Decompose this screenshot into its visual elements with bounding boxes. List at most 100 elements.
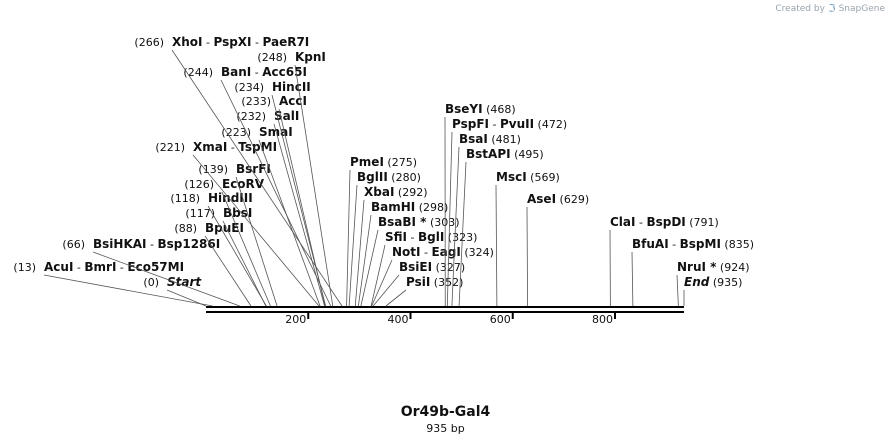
site-position: (139) (198, 163, 228, 176)
site-label: NruI * (924) (677, 260, 750, 274)
enzyme-site-xbai[interactable]: XbaI (292) (354, 185, 427, 307)
site-position: (126) (184, 178, 214, 191)
enzyme-site-smai[interactable]: SmaI(223) (221, 125, 321, 307)
enzyme-site-kpni[interactable]: KpnI (248) (257, 50, 334, 307)
site-label: SfiI - BglI (323) (385, 230, 477, 244)
site-connector-line (92, 251, 240, 307)
site-label: BsiEI (327) (399, 260, 465, 274)
site-label: BsrFI (236, 162, 271, 176)
enzyme-site-end[interactable]: End (935) (683, 275, 742, 306)
site-position: (234) (234, 81, 264, 94)
site-label: EcoRV (222, 177, 265, 191)
enzyme-site-bpuei[interactable]: BpuEI (88) (174, 221, 252, 307)
site-connector-line (451, 146, 460, 307)
site-connector-line (258, 139, 321, 307)
site-label: ClaI - BspDI (791) (610, 215, 719, 229)
site-label: AcuI - BmrI - Eco57MI (44, 260, 184, 274)
site-connector-line (354, 199, 365, 307)
site-label: AseI (629) (527, 192, 589, 206)
site-label: MscI (569) (496, 170, 560, 184)
brand-prefix: Created by (775, 3, 825, 14)
site-position: (244) (183, 66, 213, 79)
site-position: (66) (62, 238, 85, 251)
enzyme-site-msci[interactable]: MscI (569) (495, 170, 560, 307)
site-connector-line (495, 184, 498, 307)
site-position: (117) (185, 207, 215, 220)
enzyme-site-pspfi[interactable]: PspFI - PvuII (472) (446, 117, 567, 307)
enzyme-site-bsihkai[interactable]: BsiHKAI - Bsp1286I (66) (62, 237, 240, 307)
scale-tick-label: 800 (592, 313, 613, 326)
enzyme-site-hincii[interactable]: HincII (234) (234, 80, 327, 307)
site-connector-line (446, 131, 453, 307)
site-label: XbaI (292) (364, 185, 427, 199)
site-label: PspFI - PvuII (472) (452, 117, 567, 131)
enzyme-site-clai[interactable]: ClaI - BspDI (791) (609, 215, 719, 307)
enzyme-site-acci[interactable]: AccI (233) (241, 94, 326, 307)
site-position: (248) (257, 51, 287, 64)
site-label: XmaI - TspMI (193, 140, 277, 154)
site-connector-line (271, 94, 327, 307)
site-connector-line (346, 169, 351, 307)
site-label: BstAPI (495) (466, 147, 544, 161)
enzyme-site-ecorv[interactable]: EcoRV (126) (184, 177, 271, 307)
site-label: BpuEI (205, 221, 244, 235)
enzyme-site-noti[interactable]: NotI - EagI (324) (371, 245, 494, 307)
snapgene-brand: Created by ℑ SnapGene (775, 2, 885, 15)
enzyme-site-psii[interactable]: PsiI (352) (385, 275, 463, 307)
site-connector-line (357, 214, 372, 307)
enzyme-site-bbsi[interactable]: BbsI (117) (185, 206, 267, 307)
site-label: PmeI (275) (350, 155, 417, 169)
site-label: BamHI (298) (371, 200, 448, 214)
site-connector-line (221, 191, 271, 307)
site-label: BsaBI * (303) (378, 215, 460, 229)
site-position: (221) (155, 141, 185, 154)
site-label: BfuAI - BspMI (835) (632, 237, 754, 251)
site-label: End (935) (684, 275, 742, 289)
site-label: SalI (274, 109, 299, 123)
enzyme-site-asei[interactable]: AseI (629) (526, 192, 589, 307)
scale-tick-label: 200 (285, 313, 306, 326)
enzyme-site-bsabi[interactable]: BsaBI * (303) (360, 215, 460, 307)
site-connector-line (458, 161, 467, 307)
site-connector-line (676, 274, 679, 307)
construct-length: 935 bp (426, 422, 465, 435)
site-connector-line (43, 274, 213, 307)
site-connector-line (222, 220, 267, 307)
brand-name: SnapGene (838, 3, 885, 14)
enzyme-site-xmai[interactable]: XmaI - TspMI (221) (155, 140, 320, 307)
site-label: HindIII (208, 191, 253, 205)
enzyme-site-nrui[interactable]: NruI * (924) (676, 260, 750, 307)
construct-name: Or49b-Gal4 (400, 404, 491, 420)
enzyme-site-bstapi[interactable]: BstAPI (495) (458, 147, 544, 307)
enzyme-site-bamhi[interactable]: BamHI (298) (357, 200, 448, 307)
enzyme-site-acui[interactable]: AcuI - BmrI - Eco57MI (13) (13, 260, 213, 307)
enzyme-site-bglii[interactable]: BglII (280) (348, 170, 421, 307)
site-connector-line (294, 64, 334, 307)
enzyme-site-pmei[interactable]: PmeI (275) (346, 155, 417, 307)
site-label: NotI - EagI (324) (392, 245, 494, 259)
site-position: (13) (13, 261, 36, 274)
site-connector-line (192, 154, 320, 307)
enzyme-site-sfii[interactable]: SfiI - BglI (323) (370, 230, 477, 307)
site-label: BglII (280) (357, 170, 421, 184)
site-connector-line (171, 49, 343, 307)
enzyme-site-bsai[interactable]: BsaI (481) (451, 132, 521, 307)
site-position: (266) (134, 36, 164, 49)
site-label: BsaI (481) (459, 132, 521, 146)
enzyme-site-bfuai[interactable]: BfuAI - BspMI (835) (631, 237, 754, 307)
site-label: BbsI (223, 206, 252, 220)
scale-tick-label: 400 (387, 313, 408, 326)
site-position: (232) (236, 110, 266, 123)
site-connector-line (207, 205, 267, 307)
enzyme-site-xhoi[interactable]: XhoI - PspXI - PaeR7I (266) (134, 35, 343, 307)
site-connector-line (370, 244, 386, 307)
enzyme-site-start[interactable]: Start (0) (143, 275, 207, 307)
site-connector-line (166, 289, 207, 307)
site-label: AccI (279, 94, 307, 108)
enzyme-site-bseyi[interactable]: BseYI (468) (444, 102, 516, 307)
site-connector-line (372, 274, 400, 307)
site-connector-line (235, 176, 278, 307)
site-connector-line (385, 289, 407, 307)
site-label: HincII (272, 80, 311, 94)
